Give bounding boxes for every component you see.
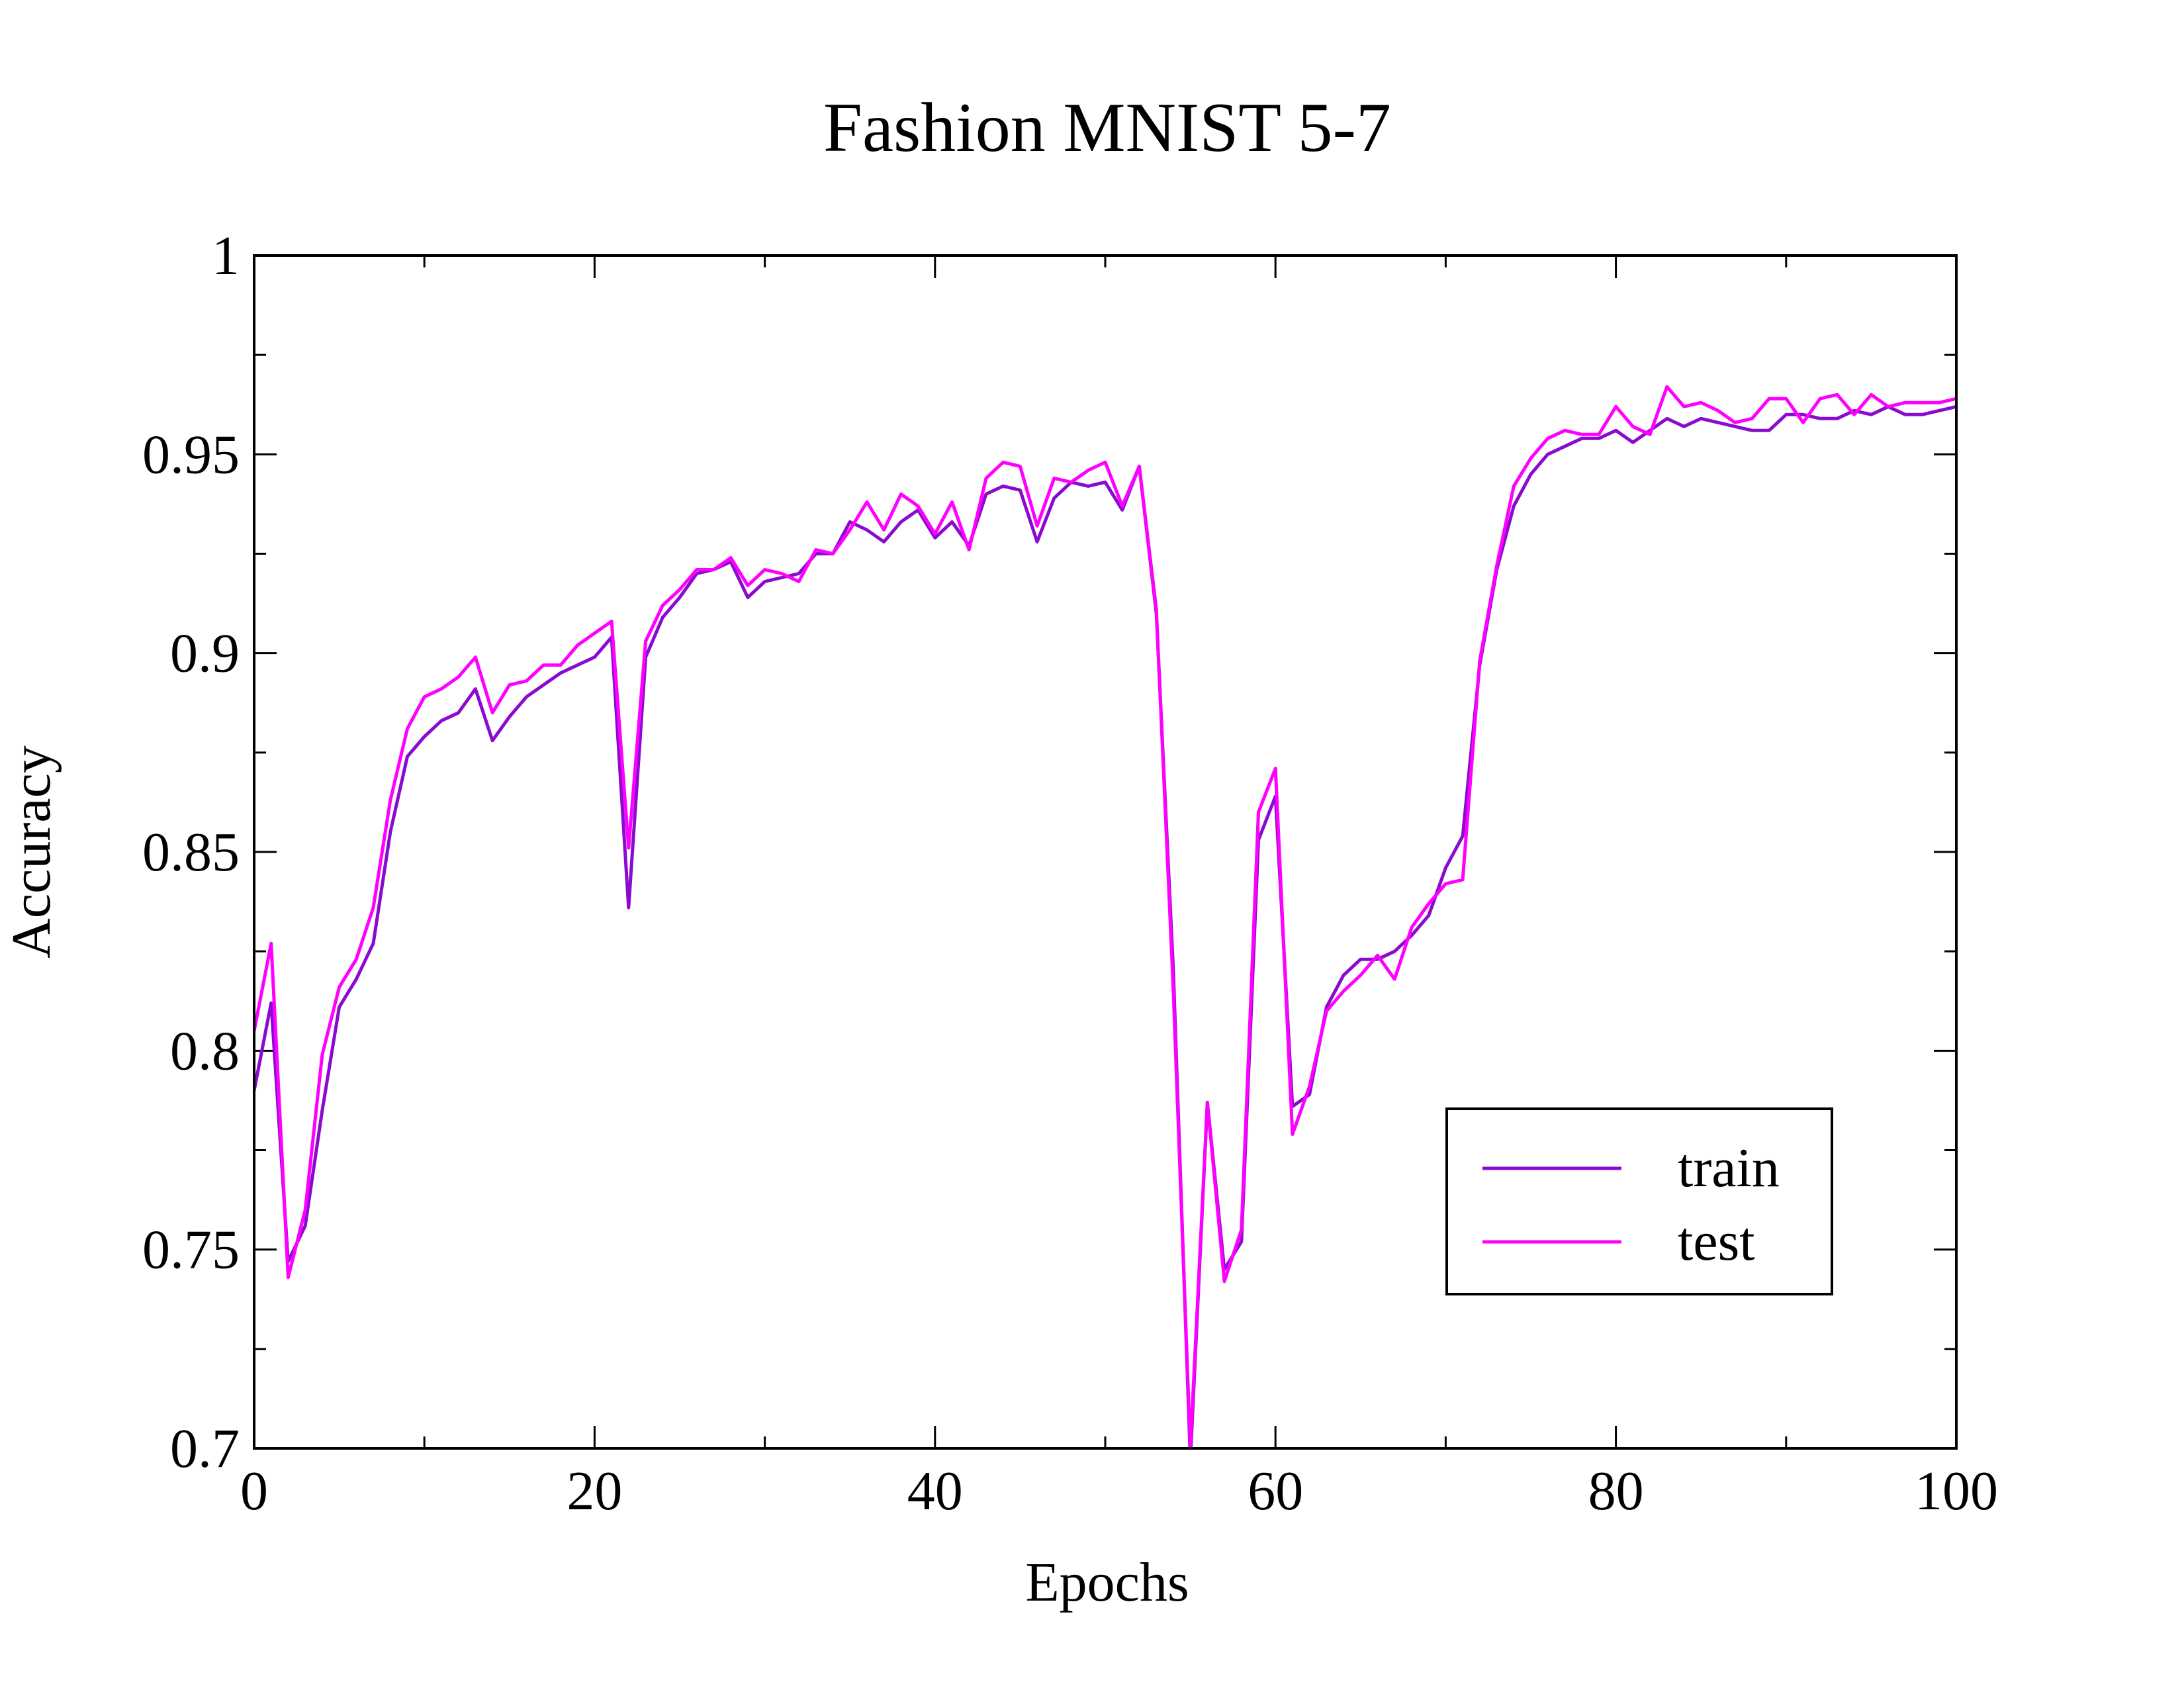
x-tick-label: 80 — [1588, 1460, 1644, 1522]
x-tick-label: 20 — [567, 1460, 622, 1522]
y-tick-label: 0.8 — [170, 1020, 240, 1082]
chart-title: Fashion MNIST 5-7 — [823, 89, 1391, 166]
x-tick-label: 0 — [240, 1460, 268, 1522]
series-line-test — [254, 385, 1956, 1448]
axis-tick-labels: 0 20 40 60 80 100 0.7 0.75 0.8 0.85 0.9 0.95 1 — [142, 225, 1998, 1522]
legend-label-train: train — [1678, 1137, 1780, 1199]
plot-frame — [253, 254, 1958, 1450]
y-tick-label: 0.9 — [170, 623, 240, 684]
x-tick-label: 100 — [1915, 1460, 1998, 1522]
y-axis-label: Accuracy — [1, 745, 62, 959]
legend-label-test: test — [1678, 1211, 1755, 1272]
y-tick-label: 0.75 — [142, 1219, 240, 1281]
y-tick-label: 0.85 — [142, 821, 240, 883]
legend: train test — [1445, 1107, 1833, 1295]
y-tick-label: 1 — [212, 225, 240, 287]
x-axis-label: Epochs — [1025, 1552, 1189, 1613]
x-tick-label: 40 — [907, 1460, 963, 1522]
x-tick-label: 60 — [1248, 1460, 1303, 1522]
series-line-train — [254, 404, 1956, 1448]
legend-box — [1445, 1107, 1833, 1295]
series-layer — [254, 385, 1956, 1448]
y-tick-label: 0.7 — [170, 1418, 240, 1479]
y-tick-label: 0.95 — [142, 424, 240, 485]
